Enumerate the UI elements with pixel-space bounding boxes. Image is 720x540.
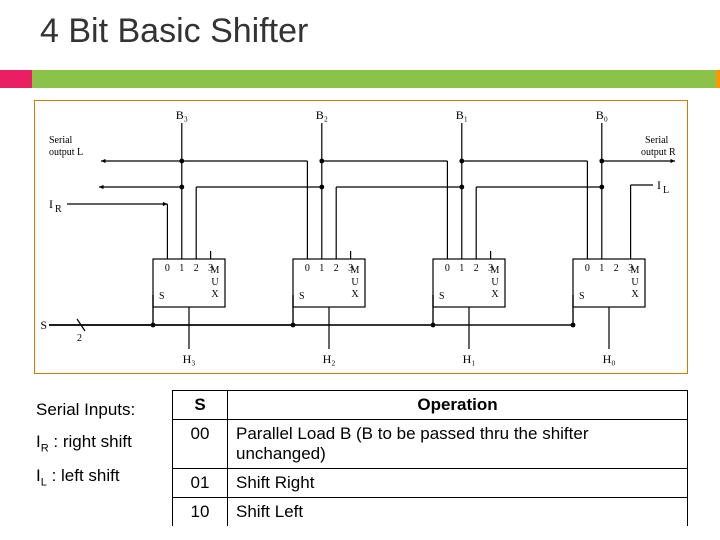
table-cell-s: 10 [173, 498, 228, 527]
operation-table: S Operation 00 Parallel Load B (B to be … [172, 390, 688, 526]
svg-text:X: X [631, 289, 639, 300]
svg-text:2: 2 [614, 263, 619, 274]
schematic-svg: B₃B₂B₁B₀IRSerialoutput RILSerialoutput L… [35, 101, 687, 373]
svg-text:S: S [299, 291, 305, 302]
svg-text:S: S [159, 291, 165, 302]
svg-text:S: S [40, 318, 47, 332]
table-cell-op: Shift Left [228, 498, 688, 527]
svg-text:R: R [55, 204, 62, 215]
accent-bar [0, 70, 720, 88]
svg-text:B₁: B₁ [456, 108, 468, 122]
table-cell-op: Shift Right [228, 469, 688, 498]
svg-text:L: L [663, 185, 669, 196]
legend-right-sub: R [41, 442, 49, 454]
svg-text:1: 1 [179, 263, 184, 274]
accent-orange [716, 70, 720, 88]
svg-text:2: 2 [77, 333, 82, 344]
legend-heading: Serial Inputs: [36, 400, 166, 420]
legend-right: IR : right shift [36, 432, 166, 454]
table-row: 00 Parallel Load B (B to be passed thru … [173, 420, 688, 469]
svg-text:U: U [351, 277, 359, 288]
svg-text:H₂: H₂ [323, 352, 336, 366]
table-row: 10 Shift Left [173, 498, 688, 527]
table-cell-s: 01 [173, 469, 228, 498]
svg-text:H₁: H₁ [463, 352, 476, 366]
svg-text:1: 1 [599, 263, 604, 274]
svg-text:U: U [211, 277, 219, 288]
legend-left-desc: : left shift [47, 466, 120, 485]
svg-text:I: I [657, 178, 661, 192]
legend: Serial Inputs: IR : right shift IL : lef… [36, 400, 166, 489]
svg-text:H₀: H₀ [603, 352, 616, 366]
table-header-row: S Operation [173, 391, 688, 420]
svg-text:0: 0 [165, 263, 170, 274]
legend-left: IL : left shift [36, 466, 166, 488]
svg-text:B₃: B₃ [176, 108, 188, 122]
table-header-s: S [173, 391, 228, 420]
svg-text:0: 0 [445, 263, 450, 274]
svg-text:M: M [491, 265, 500, 276]
svg-text:Serial: Serial [49, 135, 73, 146]
svg-text:U: U [631, 277, 639, 288]
table-cell-s: 00 [173, 420, 228, 469]
svg-text:M: M [631, 265, 640, 276]
svg-text:0: 0 [585, 263, 590, 274]
svg-text:output R: output R [641, 147, 676, 158]
table-row: 01 Shift Right [173, 469, 688, 498]
legend-right-desc: : right shift [49, 432, 132, 451]
svg-text:B₀: B₀ [596, 108, 608, 122]
svg-text:U: U [491, 277, 499, 288]
svg-text:M: M [351, 265, 360, 276]
table-header-op: Operation [228, 391, 688, 420]
svg-text:Serial: Serial [645, 135, 669, 146]
accent-pink [0, 70, 32, 88]
svg-text:X: X [351, 289, 359, 300]
svg-text:1: 1 [459, 263, 464, 274]
svg-text:X: X [491, 289, 499, 300]
svg-text:2: 2 [194, 263, 199, 274]
svg-text:0: 0 [305, 263, 310, 274]
svg-text:output L: output L [49, 147, 83, 158]
svg-text:I: I [49, 197, 53, 211]
svg-text:S: S [579, 291, 585, 302]
svg-text:H₃: H₃ [183, 352, 196, 366]
svg-text:2: 2 [474, 263, 479, 274]
svg-text:B₂: B₂ [316, 108, 328, 122]
schematic-frame: B₃B₂B₁B₀IRSerialoutput RILSerialoutput L… [34, 100, 688, 374]
svg-text:M: M [211, 265, 220, 276]
svg-text:1: 1 [319, 263, 324, 274]
slide-title: 4 Bit Basic Shifter [40, 12, 308, 51]
table-cell-op: Parallel Load B (B to be passed thru the… [228, 420, 688, 469]
svg-text:X: X [211, 289, 219, 300]
svg-text:2: 2 [334, 263, 339, 274]
svg-text:S: S [439, 291, 445, 302]
